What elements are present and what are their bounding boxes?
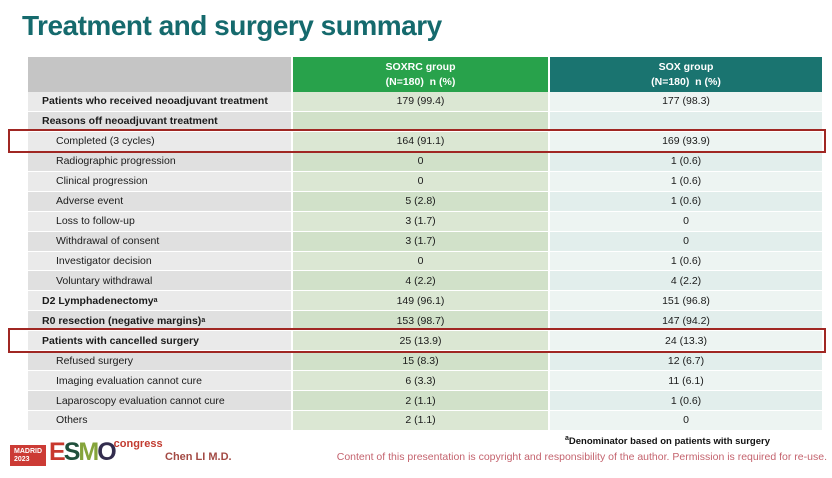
copyright-notice: Content of this presentation is copyrigh…	[336, 451, 827, 463]
sox-value: 24 (13.3)	[550, 331, 822, 352]
table-row: Voluntary withdrawal 4 (2.2) 4 (2.2)	[28, 271, 822, 292]
soxrc-value: 0	[293, 251, 550, 272]
sox-value: 0	[550, 231, 822, 252]
soxrc-value: 3 (1.7)	[293, 231, 550, 252]
sox-value: 1 (0.6)	[550, 151, 822, 172]
table-row: Investigator decision 0 1 (0.6)	[28, 251, 822, 272]
badge-city: MADRID	[14, 448, 42, 455]
esmo-wordmark: ESMO	[49, 438, 117, 466]
table-row: Adverse event 5 (2.8) 1 (0.6)	[28, 191, 822, 212]
row-label: Imaging evaluation cannot cure	[28, 371, 293, 392]
sox-value: 169 (93.9)	[550, 131, 822, 152]
table-row: Reasons off neoadjuvant treatment	[28, 111, 822, 132]
table-row: Refused surgery 15 (8.3) 12 (6.7)	[28, 351, 822, 372]
sox-value	[550, 111, 822, 132]
column-header-sox: SOX group (N=180) n (%)	[550, 57, 822, 92]
soxrc-value: 5 (2.8)	[293, 191, 550, 212]
table-row: Others 2 (1.1) 0	[28, 411, 822, 431]
table-footnote: aDenominator based on patients with surg…	[564, 434, 770, 447]
row-label: Reasons off neoadjuvant treatment	[28, 111, 293, 132]
table-row: D2 Lymphadenectomy a 149 (96.1) 151 (96.8)	[28, 291, 822, 312]
table-row: Withdrawal of consent 3 (1.7) 0	[28, 231, 822, 252]
sox-value: 0	[550, 411, 822, 431]
row-label: Patients who received neoadjuvant treatm…	[28, 92, 293, 112]
row-label: Investigator decision	[28, 251, 293, 272]
soxrc-value: 2 (1.1)	[293, 391, 550, 411]
sox-value: 12 (6.7)	[550, 351, 822, 372]
sox-header-line2: (N=180) n (%)	[651, 75, 721, 88]
soxrc-header-line1: SOXRC group	[385, 61, 456, 74]
soxrc-header-line2: (N=180) n (%)	[385, 75, 456, 88]
soxrc-value: 149 (96.1)	[293, 291, 550, 312]
sox-value: 177 (98.3)	[550, 92, 822, 112]
table-row: Clinical progression 0 1 (0.6)	[28, 171, 822, 192]
soxrc-value: 2 (1.1)	[293, 411, 550, 431]
sox-value: 1 (0.6)	[550, 391, 822, 411]
table-row: Completed (3 cycles) 164 (91.1) 169 (93.9)	[8, 128, 826, 154]
soxrc-value: 0	[293, 171, 550, 192]
soxrc-value: 179 (99.4)	[293, 92, 550, 112]
row-label: Adverse event	[28, 191, 293, 212]
summary-table: SOXRC group (N=180) n (%) SOX group (N=1…	[8, 57, 826, 431]
table-row: Patients with cancelled surgery 25 (13.9)…	[8, 328, 826, 353]
sox-value: 151 (96.8)	[550, 291, 822, 312]
table-row: Patients who received neoadjuvant treatm…	[28, 92, 822, 112]
table-row: R0 resection (negative margins) a 153 (98.…	[28, 311, 822, 332]
row-label: Others	[28, 411, 293, 431]
sox-value: 0	[550, 211, 822, 232]
row-label: Patients with cancelled surgery	[28, 331, 293, 352]
row-label: Clinical progression	[28, 171, 293, 192]
row-label: Completed (3 cycles)	[28, 131, 293, 152]
badge-year: 2023	[14, 456, 30, 464]
esmo-letter: S	[63, 438, 81, 466]
row-label: Refused surgery	[28, 351, 293, 372]
sox-value: 11 (6.1)	[550, 371, 822, 392]
soxrc-value: 153 (98.7)	[293, 311, 550, 332]
row-label: D2 Lymphadenectomy a	[28, 291, 293, 312]
sox-value: 1 (0.6)	[550, 191, 822, 212]
soxrc-value	[293, 111, 550, 132]
footnote-text: Denominator based on patients with surge…	[568, 436, 770, 447]
table-row: Imaging evaluation cannot cure 6 (3.3) 11 …	[28, 371, 822, 392]
table-body: Patients who received neoadjuvant treatm…	[8, 92, 826, 431]
column-header-soxrc: SOXRC group (N=180) n (%)	[293, 57, 550, 92]
table-header: SOXRC group (N=180) n (%) SOX group (N=1…	[28, 57, 822, 92]
table-header-corner	[28, 57, 293, 92]
soxrc-value: 15 (8.3)	[293, 351, 550, 372]
sox-header-line1: SOX group	[658, 61, 714, 74]
sox-value: 147 (94.2)	[550, 311, 822, 332]
table-row: Laparoscopy evaluation cannot cure 2 (1.1…	[28, 391, 822, 411]
sox-value: 1 (0.6)	[550, 171, 822, 192]
table-row: Radiographic progression 0 1 (0.6)	[28, 151, 822, 172]
esmo-letter: O	[97, 438, 117, 466]
row-label: Withdrawal of consent	[28, 231, 293, 252]
esmo-letter: M	[78, 438, 99, 466]
soxrc-value: 4 (2.2)	[293, 271, 550, 292]
congress-label: congress	[113, 438, 163, 450]
row-label: Radiographic progression	[28, 151, 293, 172]
row-label: Loss to follow-up	[28, 211, 293, 232]
row-label: R0 resection (negative margins) a	[28, 311, 293, 332]
soxrc-value: 25 (13.9)	[293, 331, 550, 352]
row-label: Laparoscopy evaluation cannot cure	[28, 391, 293, 411]
madrid-2023-badge: MADRID 2023	[10, 445, 46, 467]
soxrc-value: 0	[293, 151, 550, 172]
table-row: Loss to follow-up 3 (1.7) 0	[28, 211, 822, 232]
soxrc-value: 164 (91.1)	[293, 131, 550, 152]
author-name: Chen LI M.D.	[165, 451, 232, 463]
esmo-letter: E	[49, 438, 66, 466]
footnote-marker: a	[564, 434, 569, 442]
esmo-congress-logo: MADRID 2023 ESMO congress	[10, 437, 163, 467]
soxrc-value: 6 (3.3)	[293, 371, 550, 392]
soxrc-value: 3 (1.7)	[293, 211, 550, 232]
page-title: Treatment and surgery summary	[22, 10, 442, 41]
row-label: Voluntary withdrawal	[28, 271, 293, 292]
sox-value: 4 (2.2)	[550, 271, 822, 292]
sox-value: 1 (0.6)	[550, 251, 822, 272]
